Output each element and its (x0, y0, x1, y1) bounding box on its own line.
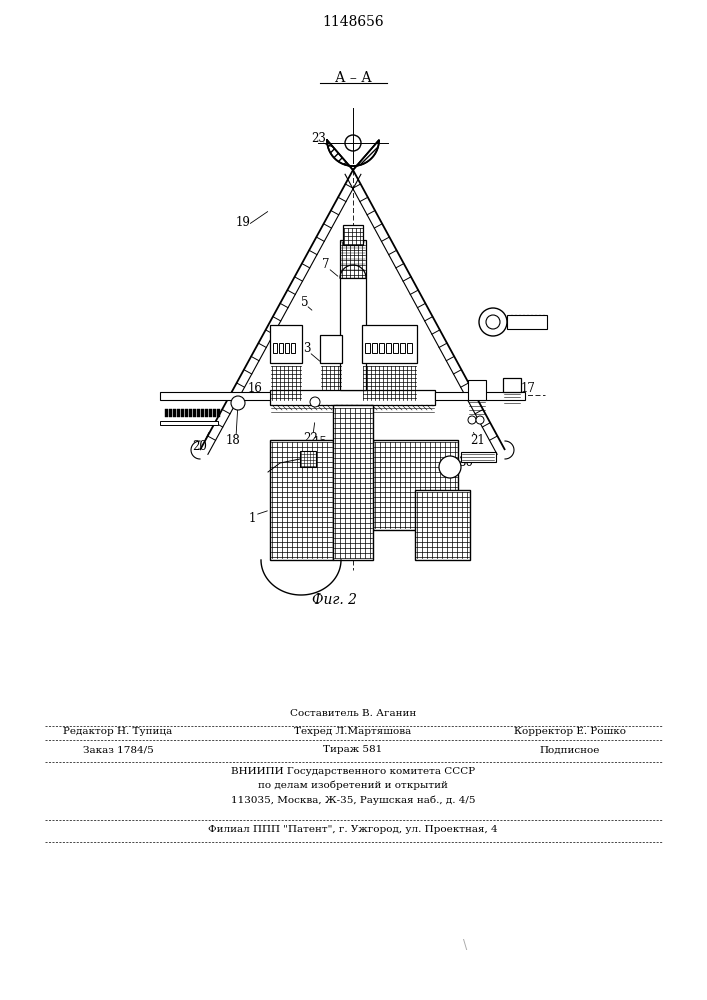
Bar (189, 409, 192, 417)
Bar (435, 392, 525, 400)
Text: 14: 14 (382, 342, 397, 355)
Bar (169, 409, 172, 417)
Bar (181, 409, 184, 417)
Bar (173, 409, 176, 417)
Bar (468, 380, 486, 400)
Text: 19: 19 (235, 216, 250, 229)
Bar (365, 343, 370, 353)
Text: Фиг. 2: Фиг. 2 (312, 593, 358, 607)
Text: 5: 5 (301, 296, 309, 308)
Bar (407, 343, 412, 353)
Text: 23: 23 (312, 131, 327, 144)
Text: 16: 16 (247, 381, 262, 394)
Bar (320, 335, 342, 363)
Text: по делам изобретений и открытий: по делам изобретений и открытий (258, 780, 448, 790)
Bar (273, 343, 277, 353)
Text: 20: 20 (192, 440, 207, 452)
Circle shape (345, 135, 361, 151)
Bar (270, 440, 333, 560)
Bar (400, 343, 405, 353)
Text: Заказ 1784/5: Заказ 1784/5 (83, 746, 153, 754)
Text: 22: 22 (303, 432, 318, 444)
Text: 1: 1 (248, 512, 256, 524)
Bar (209, 409, 212, 417)
Bar (415, 490, 470, 560)
Text: ВНИИПИ Государственного комитета СССР: ВНИИПИ Государственного комитета СССР (231, 766, 475, 776)
Bar (160, 421, 218, 425)
Circle shape (231, 396, 245, 410)
Bar (201, 409, 204, 417)
Bar (185, 409, 188, 417)
Circle shape (486, 315, 500, 329)
Bar (461, 452, 496, 462)
Bar (373, 440, 458, 530)
Circle shape (468, 416, 476, 424)
Text: 30: 30 (459, 456, 474, 468)
Text: Редактор Н. Тупица: Редактор Н. Тупица (64, 728, 173, 736)
Text: Филиал ППП "Патент", г. Ужгород, ул. Проектная, 4: Филиал ППП "Патент", г. Ужгород, ул. Про… (208, 826, 498, 834)
Text: 31: 31 (276, 466, 291, 479)
Bar (393, 343, 398, 353)
Text: 21: 21 (471, 434, 486, 446)
Text: Составитель В. Аганин: Составитель В. Аганин (290, 710, 416, 718)
Text: 7: 7 (322, 258, 329, 271)
Bar (503, 378, 521, 392)
Bar (279, 343, 283, 353)
Bar (362, 325, 417, 363)
Circle shape (476, 416, 484, 424)
Text: 113035, Москва, Ж-35, Раушская наб., д. 4/5: 113035, Москва, Ж-35, Раушская наб., д. … (230, 795, 475, 805)
Polygon shape (327, 140, 379, 170)
Bar (213, 409, 216, 417)
Bar (193, 409, 196, 417)
Circle shape (479, 308, 507, 336)
Bar (197, 409, 200, 417)
Bar (270, 325, 302, 363)
Text: 15: 15 (312, 436, 327, 450)
Text: 1148656: 1148656 (322, 15, 384, 29)
Text: 17: 17 (520, 381, 535, 394)
Bar (343, 225, 363, 245)
Text: Корректор Е. Рошко: Корректор Е. Рошко (514, 728, 626, 736)
Bar (507, 315, 547, 329)
Bar (205, 409, 208, 417)
Bar (340, 278, 366, 390)
Text: 28: 28 (450, 514, 464, 526)
Bar (340, 240, 366, 278)
Bar (217, 409, 220, 417)
Text: 18: 18 (226, 434, 240, 446)
Bar (379, 343, 384, 353)
Circle shape (310, 397, 320, 407)
Bar (160, 392, 270, 400)
Bar (270, 390, 435, 405)
Bar (372, 343, 377, 353)
Bar (300, 451, 316, 467)
Text: Тираж 581: Тираж 581 (323, 746, 382, 754)
Text: Подписное: Подписное (540, 746, 600, 754)
Text: 3: 3 (303, 342, 311, 355)
Text: Техред Л.Мартяшова: Техред Л.Мартяшова (294, 728, 411, 736)
Bar (285, 343, 289, 353)
Bar (386, 343, 391, 353)
Text: А – А: А – А (334, 71, 371, 85)
Bar (333, 405, 373, 560)
Bar (291, 343, 295, 353)
Bar (165, 409, 168, 417)
Text: \: \ (463, 938, 467, 952)
Circle shape (439, 456, 461, 478)
Bar (177, 409, 180, 417)
